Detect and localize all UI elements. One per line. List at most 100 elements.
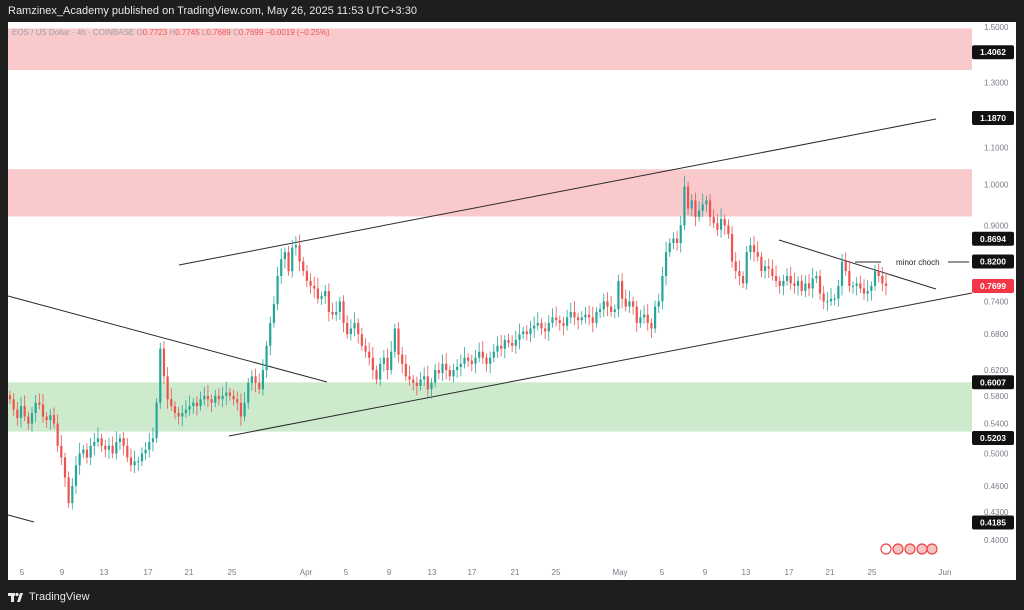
candle-body [741, 275, 745, 284]
candle-body [287, 252, 290, 272]
y-tick-label: 1.0000 [984, 180, 1009, 189]
candle-body [184, 409, 188, 413]
us-flag-icon-4 [926, 543, 938, 555]
x-tick-label: Apr [300, 568, 313, 577]
candle-body [657, 301, 660, 307]
lower-channel-line [228, 292, 973, 437]
candle-body [591, 317, 594, 323]
y-tick-label: 0.7400 [984, 297, 1009, 306]
candle-body [752, 245, 756, 253]
l-label: L [201, 28, 207, 37]
candle-body [602, 301, 605, 310]
candle-body [89, 445, 92, 458]
candle-body [478, 351, 481, 358]
tradingview-logo[interactable]: TradingView [8, 590, 90, 604]
candle-body [126, 445, 129, 458]
price-label-badge [972, 45, 1014, 60]
candle-body [239, 402, 243, 417]
candle-body [375, 370, 378, 380]
candle-body [305, 271, 308, 281]
candle-body [423, 376, 426, 380]
candle-body [774, 275, 778, 281]
x-tick-label: 9 [387, 568, 392, 577]
candle-body [708, 200, 712, 217]
candle-body [192, 402, 195, 407]
candle-body [533, 325, 536, 329]
candle-body [254, 376, 257, 383]
x-tick-label: 25 [228, 568, 237, 577]
candle-body [23, 406, 26, 417]
candle-body [338, 301, 341, 312]
candle-body [540, 322, 543, 329]
candle-body [628, 301, 631, 307]
price-chart[interactable]: minor choch 1.5000 1.3000 1.1000 1.0000 0.90… [0, 0, 1024, 584]
candle-body [815, 275, 818, 279]
candle-body [613, 309, 616, 312]
x-tick-label: May [612, 568, 627, 577]
candle-body [588, 314, 591, 318]
wedge-top-line [778, 239, 937, 290]
x-tick-label: 5 [20, 568, 25, 577]
candle-body [503, 339, 506, 349]
price-label-text: 1.1870 [980, 113, 1006, 123]
ohlc-legend: EOS / US Dollar · 4h · COINBASE O0.7723 … [12, 28, 330, 37]
candle-body [368, 351, 371, 358]
candle-body [705, 200, 708, 205]
candle-body [679, 225, 682, 244]
candle-body [610, 306, 613, 312]
candle-body [738, 271, 741, 276]
supply-zone-1 [8, 169, 972, 217]
candle-body [313, 285, 316, 289]
candle-body [221, 395, 224, 400]
candle-body [100, 438, 103, 446]
candle-body [269, 322, 272, 346]
candle-body [434, 370, 437, 383]
candle-body [122, 438, 125, 446]
publisher-text: Ramzinex_Academy published on TradingVie… [8, 5, 417, 17]
price-label-badge [972, 515, 1014, 530]
supply-zone-0 [8, 28, 972, 71]
candle-body [573, 311, 576, 318]
candle-body [243, 402, 246, 417]
candle-body [261, 370, 265, 390]
candle-body [694, 200, 697, 217]
candle-body [789, 275, 792, 284]
candle-body [38, 402, 41, 405]
c-value: 0.7699 [238, 28, 264, 37]
candle-body [793, 283, 796, 286]
candle-body [173, 406, 177, 413]
candle-body [712, 216, 715, 224]
candle-body [621, 280, 624, 299]
annotation-layer: minor choch [896, 258, 969, 267]
candle-body [566, 317, 569, 326]
candle-body [683, 186, 686, 226]
candle-body [859, 283, 862, 289]
candle-body [650, 322, 653, 329]
x-tick-label: 17 [785, 568, 794, 577]
candle-body [672, 238, 675, 244]
candle-body [232, 395, 235, 400]
price-label-text: 0.5203 [980, 433, 1006, 443]
candle-body [316, 288, 319, 299]
us-flag-icon-2 [904, 543, 916, 555]
candle-body [415, 382, 418, 386]
candle-body [844, 261, 847, 272]
price-label-badge [972, 254, 1014, 269]
publisher-header: Ramzinex_Academy published on TradingVie… [0, 0, 1024, 22]
candle-body [727, 225, 730, 235]
upper-channel-line [178, 118, 937, 266]
candle-body [536, 322, 539, 326]
symbol-label: EOS / US Dollar · 4h · COINBASE [12, 28, 135, 37]
candle-body [734, 261, 737, 272]
candle-body [456, 366, 459, 371]
candle-body [778, 280, 781, 286]
candle-body [327, 291, 330, 312]
y-axis: 1.5000 1.3000 1.1000 1.0000 0.9000 0.7400 0.68… [984, 23, 1009, 545]
candle-body [675, 238, 679, 244]
candle-body [544, 328, 547, 332]
candle-body [661, 275, 664, 302]
candle-body [514, 339, 517, 346]
candle-body [716, 223, 719, 230]
candle-body [617, 280, 620, 310]
h-label: H [169, 28, 176, 37]
